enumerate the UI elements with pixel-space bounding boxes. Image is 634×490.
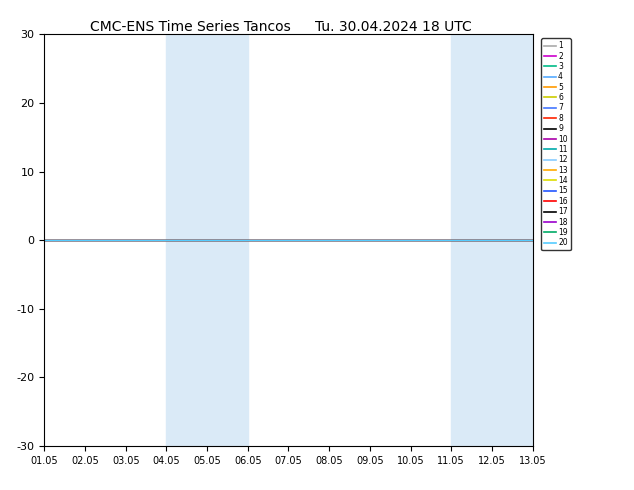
Bar [492, 34, 533, 446]
Text: Tu. 30.04.2024 18 UTC: Tu. 30.04.2024 18 UTC [314, 20, 472, 34]
Bar [207, 34, 248, 446]
Legend: 1, 2, 3, 4, 5, 6, 7, 8, 9, 10, 11, 12, 13, 14, 15, 16, 17, 18, 19, 20: 1, 2, 3, 4, 5, 6, 7, 8, 9, 10, 11, 12, 1… [541, 38, 571, 250]
Bar [451, 34, 492, 446]
Text: CMC-ENS Time Series Tancos: CMC-ENS Time Series Tancos [90, 20, 290, 34]
Bar [166, 34, 207, 446]
